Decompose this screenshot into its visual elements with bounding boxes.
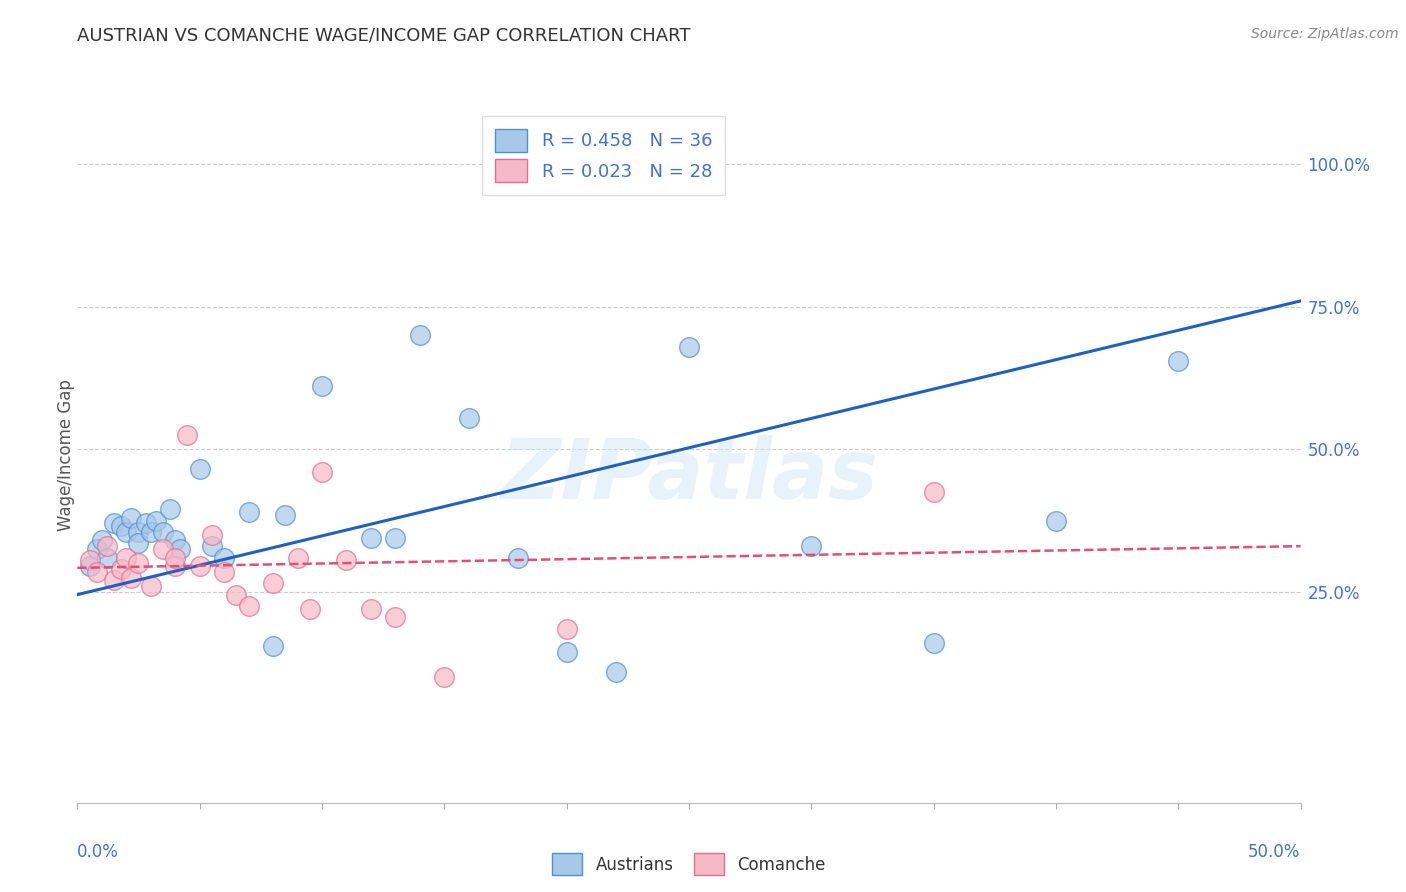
Point xyxy=(298,602,321,616)
Point xyxy=(176,428,198,442)
Point xyxy=(128,524,150,539)
Point xyxy=(79,553,101,567)
Point xyxy=(145,514,167,528)
Point xyxy=(96,550,118,565)
Point xyxy=(165,550,187,565)
Point xyxy=(120,570,142,584)
Point xyxy=(384,610,406,624)
Text: 50.0%: 50.0% xyxy=(1249,843,1301,861)
Point xyxy=(238,505,260,519)
Point xyxy=(139,579,162,593)
Point xyxy=(1045,514,1067,528)
Point xyxy=(274,508,297,522)
Point xyxy=(555,645,578,659)
Point xyxy=(139,524,162,539)
Point xyxy=(120,510,142,524)
Point xyxy=(262,576,284,591)
Text: AUSTRIAN VS COMANCHE WAGE/INCOME GAP CORRELATION CHART: AUSTRIAN VS COMANCHE WAGE/INCOME GAP COR… xyxy=(77,27,690,45)
Point xyxy=(922,636,945,650)
Point xyxy=(1167,354,1189,368)
Point xyxy=(800,539,823,553)
Point xyxy=(457,410,479,425)
Point xyxy=(605,665,627,679)
Point xyxy=(165,533,187,548)
Point xyxy=(188,559,211,574)
Point xyxy=(128,556,150,570)
Point xyxy=(922,485,945,500)
Point xyxy=(110,519,132,533)
Point xyxy=(262,639,284,653)
Point xyxy=(212,550,235,565)
Point xyxy=(169,541,191,556)
Point xyxy=(409,328,432,343)
Point xyxy=(159,502,181,516)
Text: Source: ZipAtlas.com: Source: ZipAtlas.com xyxy=(1251,27,1399,41)
Point xyxy=(360,602,382,616)
Point xyxy=(335,553,357,567)
Point xyxy=(86,565,108,579)
Text: 0.0%: 0.0% xyxy=(77,843,120,861)
Point xyxy=(96,539,118,553)
Text: ZIPatlas: ZIPatlas xyxy=(501,435,877,516)
Point xyxy=(287,550,309,565)
Point xyxy=(152,541,174,556)
Point xyxy=(201,528,224,542)
Point xyxy=(201,539,224,553)
Point xyxy=(103,574,125,588)
Point xyxy=(135,516,157,531)
Y-axis label: Wage/Income Gap: Wage/Income Gap xyxy=(58,379,75,531)
Point xyxy=(238,599,260,613)
Point xyxy=(225,588,247,602)
Point xyxy=(212,565,235,579)
Point xyxy=(165,559,187,574)
Point xyxy=(86,541,108,556)
Point xyxy=(115,524,138,539)
Point xyxy=(79,559,101,574)
Point xyxy=(555,622,578,636)
Point xyxy=(115,550,138,565)
Point xyxy=(152,524,174,539)
Point xyxy=(384,531,406,545)
Legend: Austrians, Comanche: Austrians, Comanche xyxy=(543,844,835,885)
Point xyxy=(433,670,456,684)
Point xyxy=(506,550,529,565)
Point xyxy=(311,465,333,479)
Point xyxy=(128,536,150,550)
Point xyxy=(360,531,382,545)
Point xyxy=(188,462,211,476)
Point xyxy=(90,533,112,548)
Point xyxy=(678,340,700,354)
Point xyxy=(103,516,125,531)
Point xyxy=(110,562,132,576)
Point xyxy=(311,379,333,393)
